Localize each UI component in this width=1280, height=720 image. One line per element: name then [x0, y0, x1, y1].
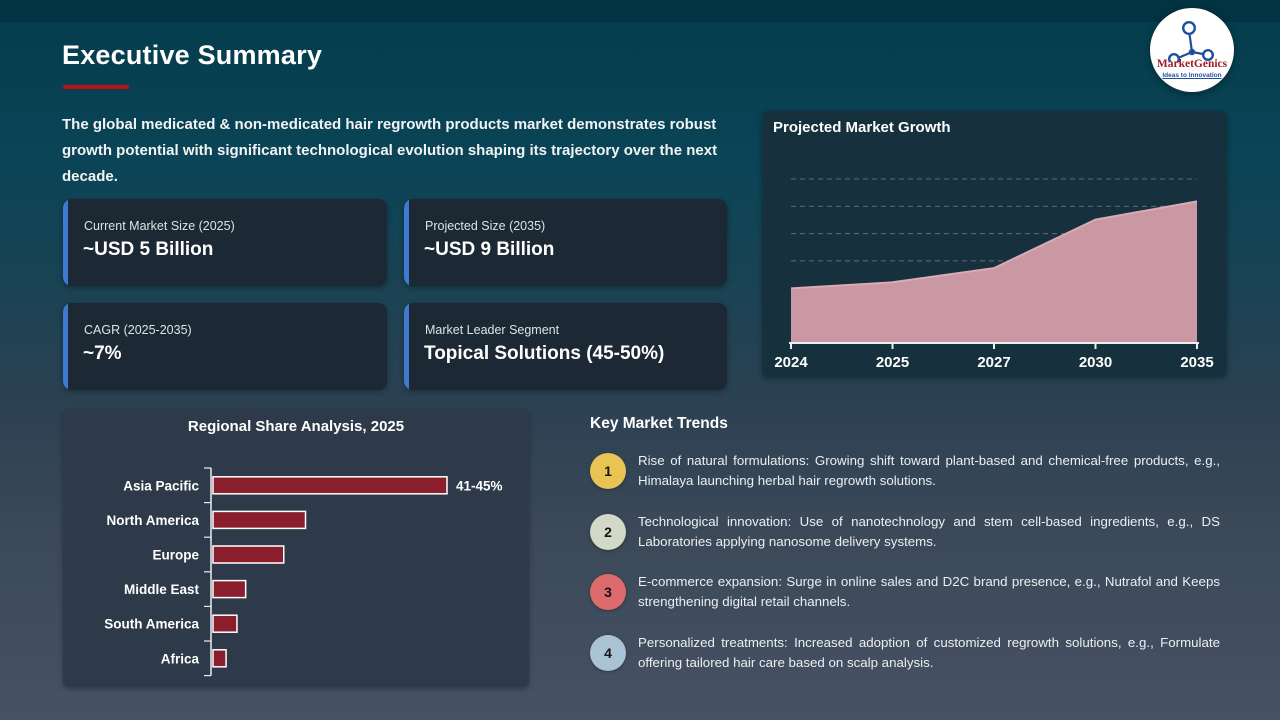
stat-label: Projected Size (2035): [425, 219, 546, 233]
svg-text:North America: North America: [106, 513, 199, 528]
stat-label: CAGR (2025-2035): [84, 323, 192, 337]
svg-text:Europe: Europe: [152, 548, 199, 563]
stat-card-current-market-size: Current Market Size (2025) ~USD 5 Billio…: [63, 199, 387, 286]
trend-text: E-commerce expansion: Surge in online sa…: [638, 574, 1220, 609]
stat-label: Current Market Size (2025): [84, 219, 235, 233]
logo-tagline: Ideas to Innovation: [1162, 72, 1222, 79]
trend-text: Technological innovation: Use of nanotec…: [638, 514, 1220, 549]
stat-card-accent: [63, 199, 68, 286]
growth-chart-title: Projected Market Growth: [773, 119, 951, 136]
stat-card-accent: [404, 199, 409, 286]
stat-card-accent: [63, 303, 68, 390]
growth-area-chart: 2024 2025 2027 2030 2035: [774, 178, 1214, 371]
logo-name: MarketGenics: [1156, 58, 1228, 70]
svg-text:2035: 2035: [1180, 354, 1213, 371]
trend-number-badge: 2: [590, 514, 626, 550]
svg-text:Asia Pacific: Asia Pacific: [123, 478, 199, 493]
molecule-icon: [1168, 20, 1215, 62]
svg-text:41-45%: 41-45%: [456, 478, 503, 493]
svg-text:2030: 2030: [1079, 354, 1112, 371]
trend-text: Personalized treatments: Increased adopt…: [638, 635, 1220, 670]
regional-share-panel: Asia Pacific 41-45% North America Europe Mid…: [63, 409, 529, 687]
trend-item-3: 3 E-commerce expansion: Surge in online …: [590, 574, 1220, 611]
trend-item-1: 1 Rise of natural formulations: Growing …: [590, 453, 1220, 490]
trend-item-4: 4 Personalized treatments: Increased ado…: [590, 635, 1220, 672]
trend-number-badge: 4: [590, 635, 626, 671]
stat-value: ~USD 5 Billion: [83, 239, 214, 260]
title-underline: [63, 85, 129, 89]
stat-value: ~7%: [83, 343, 122, 364]
regional-chart-title: Regional Share Analysis, 2025: [187, 418, 405, 435]
projected-market-growth-card: 2024 2025 2027 2030 2035 Projected Market Gr…: [762, 111, 1227, 377]
trend-text: Rise of natural formulations: Growing sh…: [638, 453, 1220, 488]
regional-bar-chart: Asia Pacific 41-45% North America Europe Mid…: [104, 467, 503, 677]
stat-card-cagr: CAGR (2025-2035) ~7%: [63, 303, 387, 390]
svg-text:2027: 2027: [977, 354, 1010, 371]
trend-number-badge: 3: [590, 574, 626, 610]
svg-text:2025: 2025: [876, 354, 909, 371]
stat-card-accent: [404, 303, 409, 390]
stat-value: Topical Solutions (45-50%): [424, 343, 665, 364]
marketgenics-logo: MarketGenics Ideas to Innovation: [1150, 8, 1234, 92]
stat-card-market-leader-segment: Market Leader Segment Topical Solutions …: [404, 303, 727, 390]
intro-paragraph: The global medicated & non-medicated hai…: [62, 116, 718, 185]
top-strip: [0, 0, 1280, 22]
svg-text:Middle East: Middle East: [124, 582, 200, 597]
page-title: Executive Summary: [62, 40, 323, 70]
svg-text:South America: South America: [104, 617, 199, 632]
key-market-trends-heading: Key Market Trends: [590, 415, 728, 432]
trend-number-badge: 1: [590, 453, 626, 489]
svg-text:2024: 2024: [774, 354, 808, 371]
stat-card-projected-size: Projected Size (2035) ~USD 9 Billion: [404, 199, 727, 286]
stat-label: Market Leader Segment: [425, 323, 560, 337]
svg-text:Africa: Africa: [161, 651, 200, 666]
trend-item-2: 2 Technological innovation: Use of nanot…: [590, 514, 1220, 551]
stat-value: ~USD 9 Billion: [424, 239, 555, 260]
